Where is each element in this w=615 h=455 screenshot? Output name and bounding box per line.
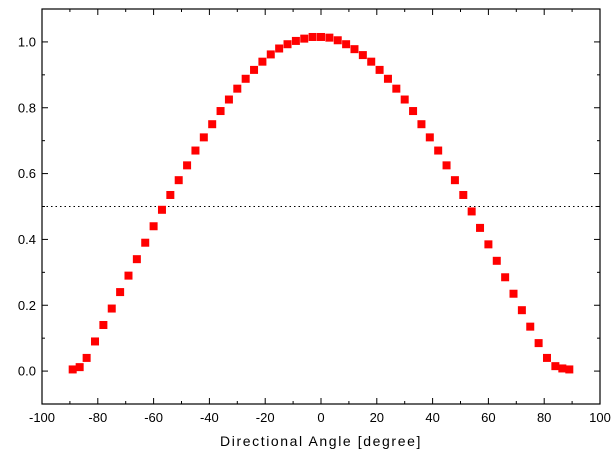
data-point (91, 337, 100, 346)
data-point (542, 353, 551, 362)
data-point (459, 190, 468, 199)
data-point (141, 238, 150, 247)
data-point (450, 176, 459, 185)
data-point (551, 362, 560, 371)
data-point (82, 353, 91, 362)
data-point (367, 57, 376, 66)
data-point (534, 339, 543, 348)
x-tick-label: -60 (144, 410, 163, 425)
data-point (308, 32, 317, 41)
y-tick-label: 0.6 (18, 166, 36, 181)
data-point (199, 133, 208, 142)
data-point (333, 36, 342, 45)
data-point (375, 65, 384, 74)
data-point (501, 273, 510, 282)
data-point (565, 365, 574, 374)
data-point (467, 207, 476, 216)
data-point (250, 65, 259, 74)
y-tick-label: 0.2 (18, 298, 36, 313)
data-point (124, 271, 133, 280)
data-point (224, 95, 233, 104)
data-point (132, 255, 141, 264)
data-point (266, 50, 275, 59)
x-tick-label: 40 (425, 410, 439, 425)
data-point (476, 223, 485, 232)
x-tick-label: 20 (370, 410, 384, 425)
data-point (342, 40, 351, 49)
y-tick-label: 0.4 (18, 232, 36, 247)
data-point (526, 322, 535, 331)
data-point (283, 40, 292, 49)
y-tick-label: 1.0 (18, 34, 36, 49)
data-point (208, 120, 217, 129)
y-tick-label: 0.0 (18, 364, 36, 379)
data-point (75, 363, 84, 372)
data-point (383, 74, 392, 83)
data-point (291, 36, 300, 45)
data-point (216, 107, 225, 116)
data-point (425, 133, 434, 142)
data-point (509, 289, 518, 298)
x-tick-label: -80 (88, 410, 107, 425)
x-tick-label: -40 (200, 410, 219, 425)
tick-labels: -100 -80 -60 -40 -20 0 20 40 60 80 100 0.0 0.2 0.4 0.6… (18, 34, 611, 425)
data-point (99, 321, 108, 329)
data-point (241, 74, 250, 83)
x-tick-label: 60 (481, 410, 495, 425)
x-tick-label: 80 (537, 410, 551, 425)
data-point (166, 190, 175, 199)
data-point (174, 176, 183, 185)
data-point (400, 95, 409, 104)
plot-frame (41, 8, 601, 405)
data-point (116, 288, 125, 297)
data-point (434, 146, 443, 155)
data-point (317, 32, 325, 41)
data-point (275, 44, 284, 53)
data-point (157, 205, 166, 214)
x-tick-label: 100 (589, 410, 611, 425)
data-point (350, 45, 359, 54)
data-point (417, 120, 426, 129)
data-points (68, 32, 574, 374)
data-point (392, 84, 401, 93)
data-point (325, 33, 334, 42)
data-point (492, 256, 501, 265)
data-point (409, 107, 418, 116)
data-point (258, 57, 267, 66)
data-point (484, 240, 493, 249)
data-point (183, 161, 192, 170)
data-point (107, 304, 116, 313)
data-point (517, 306, 526, 315)
y-tick-label: 0.8 (18, 100, 36, 115)
data-point (358, 51, 367, 60)
x-tick-label: -100 (29, 410, 55, 425)
data-point (442, 161, 451, 170)
data-point (300, 34, 309, 43)
data-point (558, 364, 567, 373)
data-point (68, 365, 77, 374)
x-tick-label: -20 (256, 410, 275, 425)
x-axis-title: Directional Angle [degree] (220, 433, 422, 449)
x-tick-label: 0 (317, 410, 324, 425)
data-point (191, 146, 200, 155)
data-point (233, 84, 242, 93)
data-point (149, 222, 158, 231)
